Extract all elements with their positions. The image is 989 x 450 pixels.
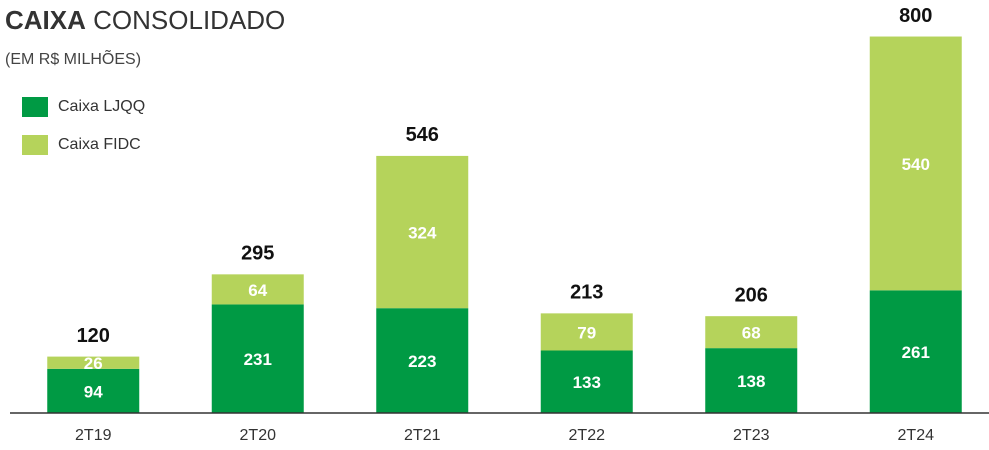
x-tick-label: 2T20	[240, 427, 277, 444]
bar-segment	[47, 368, 140, 413]
title-bold: CAIXA	[5, 5, 86, 35]
value-label: 64	[248, 281, 267, 300]
legend-label: Caixa LJQQ	[58, 98, 145, 115]
bar-segment	[47, 356, 140, 369]
bar-segment	[211, 274, 304, 305]
value-label: 138	[737, 372, 765, 391]
x-tick-label: 2T23	[733, 427, 770, 444]
legend-swatch	[22, 97, 48, 117]
value-label: 133	[573, 373, 601, 392]
title-rest: CONSOLIDADO	[93, 5, 285, 35]
bar-segment	[376, 155, 469, 309]
bar-segment	[540, 313, 633, 351]
bar-segment	[540, 350, 633, 413]
total-label: 120	[77, 325, 110, 347]
x-tick-label: 2T24	[898, 427, 935, 444]
value-label: 94	[84, 382, 103, 401]
chart-title: CAIXA CONSOLIDADO	[5, 5, 285, 35]
bar-segment	[211, 304, 304, 413]
bar-segment	[376, 308, 469, 413]
total-label: 206	[735, 284, 768, 306]
value-label: 79	[577, 323, 596, 342]
legend-label: Caixa FIDC	[58, 136, 141, 153]
chart-subtitle: (EM R$ MILHÕES)	[5, 48, 141, 68]
value-label: 223	[408, 352, 436, 371]
x-tick-label: 2T19	[75, 427, 112, 444]
total-label: 546	[406, 124, 439, 146]
x-tick-label: 2T21	[404, 427, 441, 444]
value-label: 231	[244, 350, 272, 369]
bar-segment	[705, 316, 798, 349]
legend-swatch	[22, 135, 48, 155]
value-label: 261	[902, 343, 930, 362]
bar-segment	[705, 348, 798, 413]
total-label: 800	[899, 5, 932, 27]
value-label: 540	[902, 155, 930, 174]
bar-segment	[869, 36, 962, 291]
total-label: 213	[570, 282, 603, 304]
bar-segment	[869, 290, 962, 413]
total-label: 295	[241, 243, 274, 265]
value-label: 324	[408, 224, 437, 243]
x-tick-label: 2T22	[569, 427, 606, 444]
value-label: 26	[84, 354, 103, 373]
value-label: 68	[742, 324, 761, 343]
